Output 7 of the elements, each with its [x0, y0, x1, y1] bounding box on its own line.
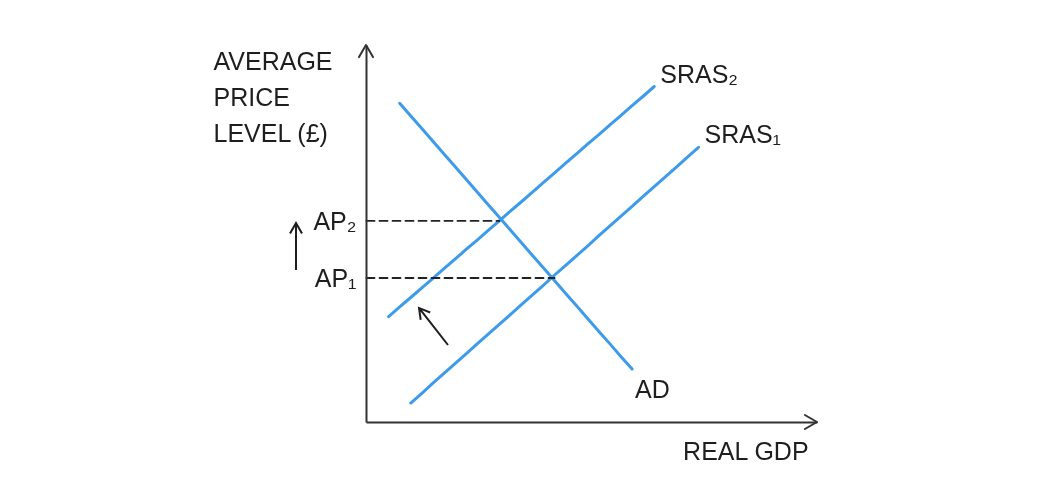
x-axis-title: REAL GDP [683, 436, 809, 465]
legend-label: AP₁ [314, 264, 357, 293]
series-label: AD [635, 375, 670, 404]
y-axis-title: AVERAGE PRICE LEVEL (£) [213, 46, 333, 148]
series-label: SRAS₁ [704, 120, 782, 149]
series-label: SRAS₂ [660, 59, 739, 88]
series-label: AP₂ [313, 206, 357, 235]
